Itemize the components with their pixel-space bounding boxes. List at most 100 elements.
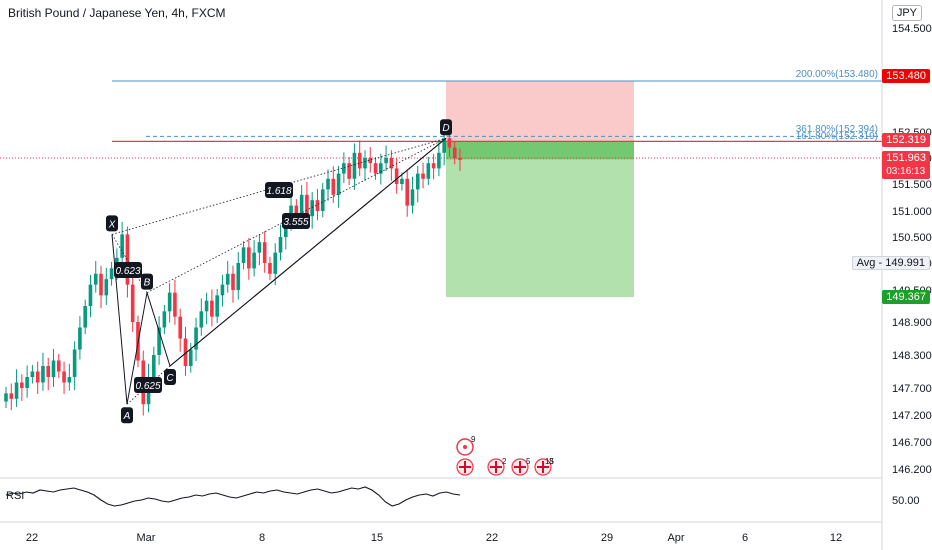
target-price-tag: 149.367 <box>882 290 930 304</box>
symbol-name: British Pound / Japanese Yen <box>8 6 165 20</box>
pattern-ratio-label: 0.623 <box>115 266 140 277</box>
last-price: 151.963 <box>886 152 926 164</box>
event-count: 2 <box>502 457 507 466</box>
candle-body <box>458 158 462 160</box>
candle-body <box>178 316 183 339</box>
pattern-ratio-label: 0.625 <box>135 381 160 392</box>
rsi-pane: 50.00 <box>5 486 920 507</box>
horizontal-levels[interactable] <box>0 80 882 159</box>
fib-361-label: 361.80%(152.394) <box>796 124 878 135</box>
candlestick-series <box>4 127 462 416</box>
time-tick-label: 22 <box>486 532 498 544</box>
candle-body <box>347 163 351 179</box>
price-tick-label: 147.700 <box>892 383 932 395</box>
price-tick-label: 146.200 <box>892 464 932 476</box>
candle-body <box>342 163 346 174</box>
currency-button[interactable]: JPY <box>891 5 922 21</box>
candle-body <box>273 252 278 274</box>
candle-body <box>373 163 378 174</box>
candle-body <box>326 178 330 190</box>
candle-body <box>9 393 14 399</box>
candle-body <box>379 163 383 174</box>
time-tick-label: Mar <box>137 532 156 544</box>
entry-price-tag: 152.319 <box>882 133 930 147</box>
pattern-point-badge <box>106 215 118 232</box>
time-tick-label: Apr <box>667 532 684 544</box>
symbol-title[interactable]: British Pound / Japanese Yen, 4h, FXCM <box>8 6 226 20</box>
event-count: 9 <box>471 435 476 444</box>
candle-body <box>88 284 93 306</box>
time-tick-label: 6 <box>742 532 748 544</box>
time-tick-label: 22 <box>26 532 38 544</box>
price-tick-label: 148.300 <box>892 350 932 362</box>
candle-body <box>268 263 272 274</box>
candle-body <box>384 158 388 164</box>
candle-body <box>437 152 441 169</box>
exchange: FXCM <box>191 6 226 20</box>
candle-body <box>294 205 299 217</box>
pattern-point-label: X <box>108 219 116 230</box>
pattern-ratio-badge <box>282 213 310 229</box>
candle-body <box>35 371 40 383</box>
candle-body <box>252 252 256 269</box>
candle-body <box>67 377 72 383</box>
candle-body <box>283 221 288 237</box>
candle-body <box>410 189 415 206</box>
fib-161-label: 161.80%(152.319) <box>796 131 878 142</box>
pattern-point-badge <box>141 273 153 290</box>
candle-body <box>56 360 61 372</box>
candle-body <box>241 247 246 263</box>
candle-body <box>357 152 362 169</box>
candle-body <box>363 158 367 169</box>
candle-body <box>188 349 193 366</box>
pattern-ratio-badge <box>134 377 162 393</box>
pattern-point-label: C <box>166 373 174 384</box>
candle-body <box>426 163 431 179</box>
harmonic-pattern[interactable]: X A B C D 0.623 0.625 1.618 3.555 <box>106 119 452 424</box>
candle-body <box>167 292 172 312</box>
candle-body <box>400 178 404 184</box>
candle-body <box>278 237 283 253</box>
candle-body <box>99 273 103 296</box>
candle-body <box>46 366 51 377</box>
candle-body <box>210 300 214 317</box>
candle-body <box>204 300 209 312</box>
price-axis[interactable]: 154.500152.500152.000151.500151.000150.5… <box>892 23 932 476</box>
target-zone <box>446 141 634 298</box>
pattern-point-label: B <box>144 278 151 289</box>
rsi-label[interactable]: RSI <box>6 490 25 502</box>
candle-body <box>83 306 87 328</box>
candle-body <box>405 178 410 206</box>
candle-body <box>173 292 177 317</box>
candle-body <box>431 163 436 169</box>
candle-body <box>14 382 19 399</box>
candle-body <box>368 158 373 164</box>
candle-body <box>62 371 66 383</box>
economic-events[interactable]: 9 2 5 315 <box>456 435 554 476</box>
candle-body <box>78 327 82 350</box>
avg-value: 149.991 <box>885 257 925 269</box>
fib-200-label: 200.00%(153.480) <box>796 69 878 80</box>
price-tick-label: 151.000 <box>892 206 932 218</box>
candle-body <box>194 327 198 350</box>
candle-body <box>199 311 204 328</box>
time-axis[interactable]: 22 Mar 8 15 22 29 Apr 6 12 <box>26 532 842 544</box>
candle-body <box>415 173 420 190</box>
position-zones[interactable] <box>446 81 634 298</box>
candle-body <box>93 273 98 285</box>
price-tick-label: 154.500 <box>892 23 932 35</box>
last-price-tag: 151.963 03:16:13 <box>882 151 930 179</box>
time-tick-label: 8 <box>259 532 265 544</box>
time-tick-label: 12 <box>830 532 842 544</box>
candle-body <box>310 200 314 217</box>
candle-body <box>442 138 446 153</box>
pattern-point-label: D <box>442 123 449 134</box>
candle-body <box>247 247 251 269</box>
price-tick-label: 147.200 <box>892 410 932 422</box>
pattern-ratio-label: 3.555 <box>283 217 308 228</box>
candle-body <box>220 284 225 296</box>
event-count: 3 <box>549 457 554 466</box>
candle-body <box>51 360 56 377</box>
candle-body <box>215 295 219 317</box>
